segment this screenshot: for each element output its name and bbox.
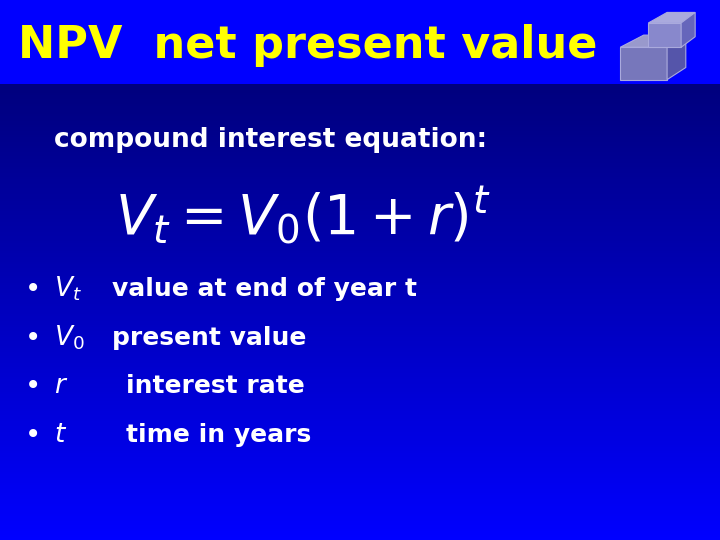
Text: time in years: time in years — [126, 423, 311, 447]
Text: interest rate: interest rate — [126, 374, 305, 398]
Text: •: • — [25, 275, 42, 303]
Text: $V_0$: $V_0$ — [54, 323, 84, 352]
Polygon shape — [649, 23, 681, 47]
Text: compound interest equation:: compound interest equation: — [54, 127, 487, 153]
Text: value at end of year t: value at end of year t — [112, 277, 417, 301]
Text: NPV  net present value: NPV net present value — [18, 24, 598, 68]
Text: $r$: $r$ — [54, 373, 68, 399]
Text: present value: present value — [112, 326, 306, 349]
Text: •: • — [25, 323, 42, 352]
Polygon shape — [649, 12, 696, 23]
Text: $t$: $t$ — [54, 422, 67, 448]
Text: $V_t = V_0(1+r)^t$: $V_t = V_0(1+r)^t$ — [114, 185, 490, 247]
Text: •: • — [25, 372, 42, 400]
Polygon shape — [621, 47, 667, 79]
Text: •: • — [25, 421, 42, 449]
Polygon shape — [621, 35, 686, 47]
Text: $V_t$: $V_t$ — [54, 275, 82, 303]
Polygon shape — [681, 12, 696, 47]
FancyBboxPatch shape — [0, 0, 720, 84]
Polygon shape — [667, 35, 686, 79]
